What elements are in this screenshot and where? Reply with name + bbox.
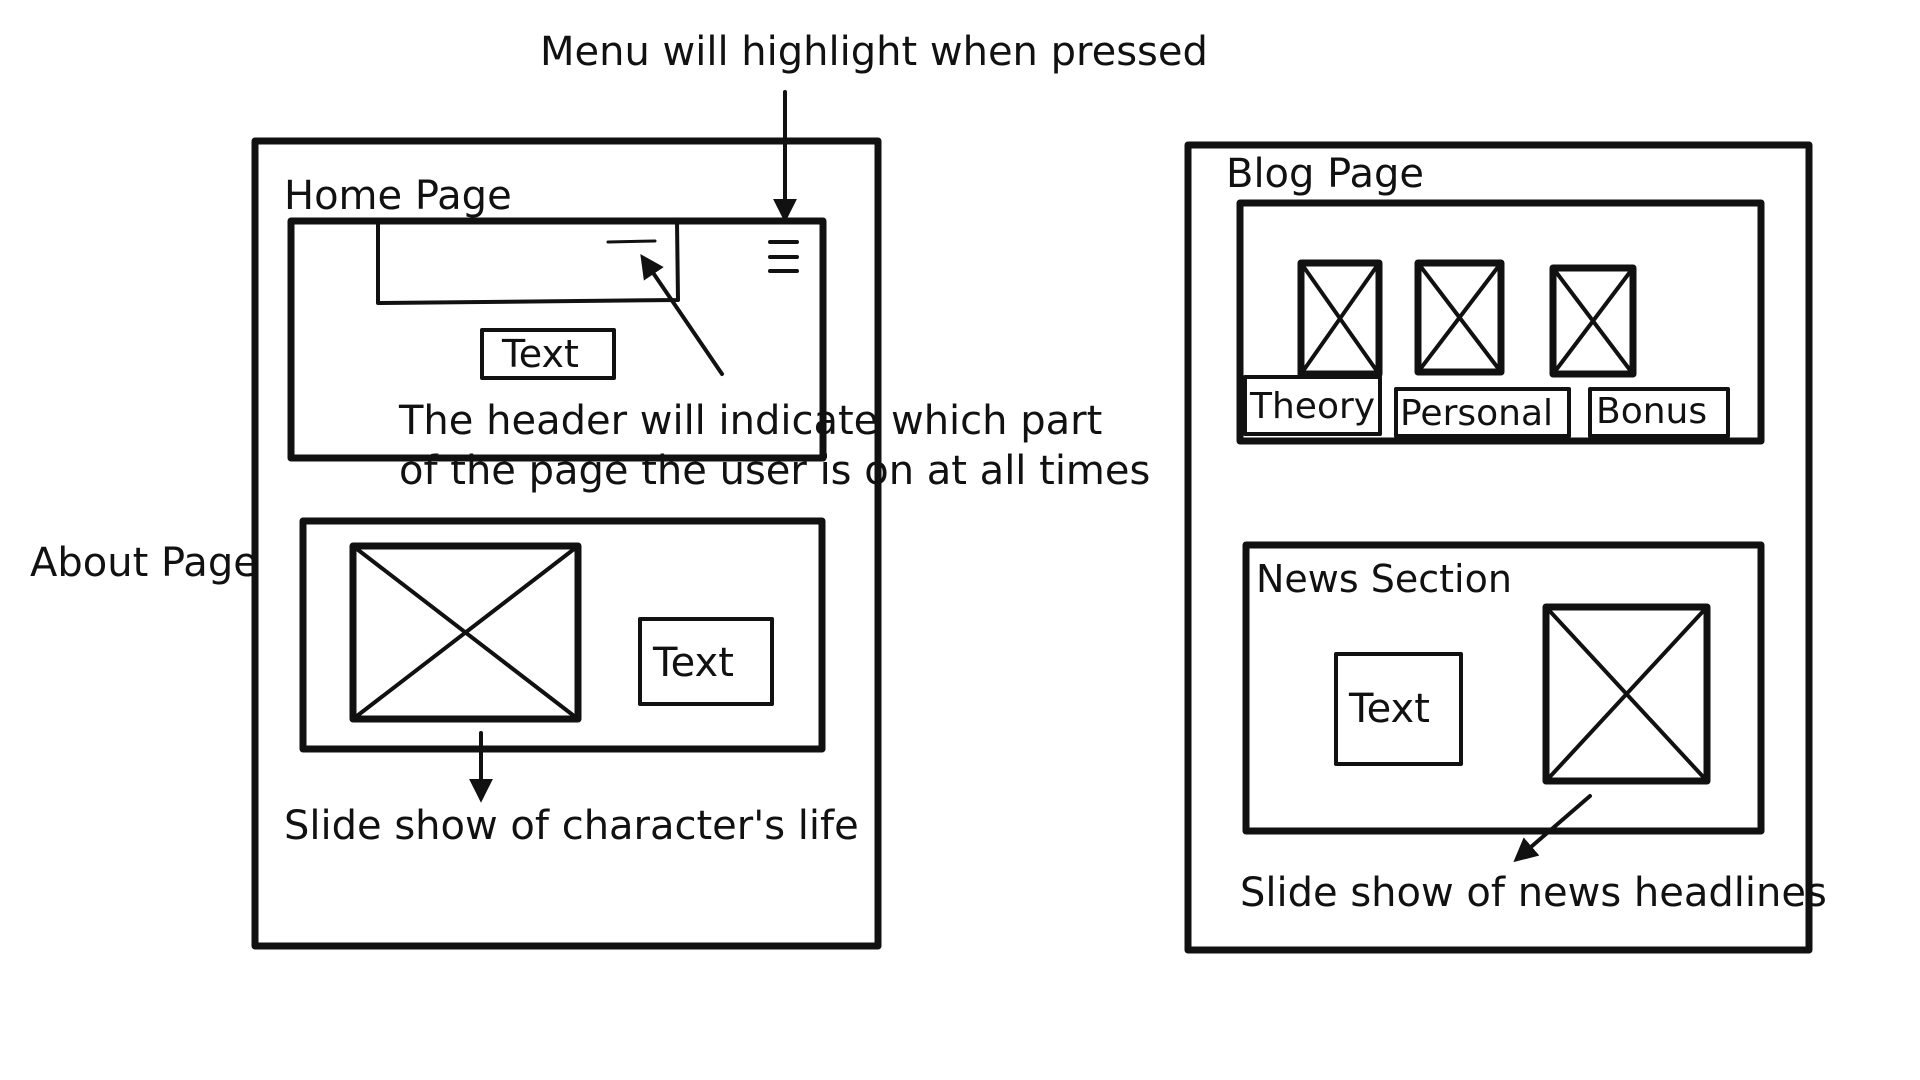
- home-header-text: Text: [502, 332, 579, 376]
- bonus-label-box[interactable]: [1588, 387, 1730, 438]
- blog-page-title: Blog Page: [1226, 151, 1424, 197]
- about-text: Text: [653, 640, 734, 686]
- home-page-frame: [251, 137, 882, 950]
- category-label-personal[interactable]: Personal: [1400, 393, 1554, 434]
- personal-image-placeholder-icon: [1414, 259, 1505, 376]
- news-section-box: [1242, 541, 1765, 835]
- blog-categories-box: [1236, 199, 1765, 445]
- home-header-box: [287, 217, 827, 462]
- bonus-image-placeholder-icon: [1549, 264, 1637, 378]
- personal-label-box[interactable]: [1394, 387, 1571, 438]
- header-note-arrow: [640, 254, 724, 376]
- header-indicator-note-line2: of the page the user is on at all times: [399, 448, 1151, 494]
- about-slideshow-note: Slide show of character's life: [284, 803, 859, 849]
- nav-highlight-stroke: [606, 239, 657, 244]
- news-slideshow-arrow: [1513, 794, 1592, 863]
- news-section-title: News Section: [1256, 557, 1512, 601]
- blog-page-frame: [1184, 141, 1813, 954]
- about-text-box: [638, 617, 774, 706]
- theory-label-box[interactable]: [1243, 375, 1382, 436]
- hamburger-menu-icon[interactable]: [768, 240, 799, 273]
- category-label-theory[interactable]: Theory: [1250, 386, 1376, 427]
- home-header-text-box: [480, 328, 616, 380]
- news-text-box: [1334, 652, 1463, 766]
- about-section-box: [299, 517, 826, 753]
- theory-image-placeholder-icon: [1297, 259, 1383, 378]
- menu-highlight-note: Menu will highlight when pressed: [540, 29, 1208, 75]
- about-page-title: About Page: [30, 540, 258, 586]
- news-slideshow-note: Slide show of news headlines: [1240, 870, 1827, 916]
- home-nav-bar: [376, 220, 680, 305]
- header-indicator-note-line1: The header will indicate which part: [399, 398, 1103, 444]
- category-label-bonus[interactable]: Bonus: [1596, 391, 1708, 432]
- news-image-placeholder-icon: [1542, 603, 1711, 785]
- home-page-title: Home Page: [284, 173, 512, 219]
- news-text: Text: [1349, 686, 1430, 732]
- about-image-placeholder-icon: [349, 542, 582, 723]
